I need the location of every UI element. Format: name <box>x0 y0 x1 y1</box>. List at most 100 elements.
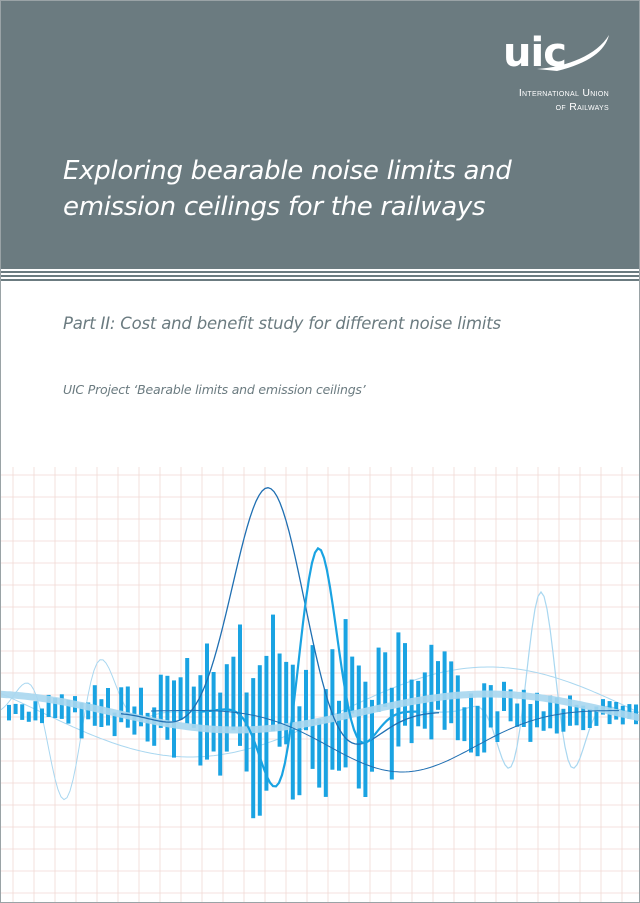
wave-bar <box>284 661 289 745</box>
wave-bar <box>198 675 203 766</box>
wave-bar <box>40 708 44 724</box>
wave-bar <box>231 656 236 731</box>
wave-bar <box>535 692 539 728</box>
wave-bar <box>488 685 493 728</box>
header-band: uic International Union of Railways Expl… <box>1 1 639 269</box>
wave-bar <box>356 665 361 789</box>
wave-bar <box>119 687 124 723</box>
wave-bar <box>66 700 71 724</box>
wave-bar <box>257 665 262 816</box>
report-title-line-1: Exploring bearable noise limits and <box>63 156 512 186</box>
wave-bar <box>515 703 520 727</box>
wave-bar <box>112 712 117 737</box>
wave-bar <box>20 704 25 720</box>
wave-bar <box>290 664 295 800</box>
project-name: UIC Project ‘Bearable limits and emissio… <box>63 382 366 397</box>
logo-text-line-1: International Union <box>518 87 609 99</box>
wave-bar <box>165 675 170 740</box>
wave-bar <box>271 614 275 732</box>
wave-bar <box>389 687 394 780</box>
wave-bar <box>33 701 38 721</box>
wave-bar <box>158 674 163 728</box>
wave-bar <box>436 661 440 710</box>
wave-bar <box>521 689 526 727</box>
wave-bar <box>238 624 242 746</box>
wave-bar <box>429 644 434 740</box>
stripe <box>1 271 639 273</box>
wave-bar <box>561 708 566 732</box>
center-wave <box>1 690 639 734</box>
wave-bar <box>205 643 209 760</box>
wave-bar <box>251 678 256 819</box>
wave-bar <box>59 694 64 719</box>
wave-line <box>120 487 440 745</box>
wave-bar <box>277 653 282 747</box>
wave-bar <box>469 693 473 753</box>
wave-bar <box>211 672 216 752</box>
wave-bar <box>152 707 157 746</box>
wave-bar <box>125 686 130 728</box>
wave-bar <box>218 692 223 776</box>
wave-bar <box>26 711 31 722</box>
report-title-line-2: emission ceilings for the railways <box>63 192 486 222</box>
report-subtitle: Part II: Cost and benefit study for diff… <box>63 314 501 333</box>
wave-bar <box>363 681 368 797</box>
stripe <box>1 279 639 281</box>
wave-bar <box>587 709 592 728</box>
wave-bar <box>172 680 176 758</box>
wave-bar <box>449 661 454 724</box>
wave-bar <box>396 632 401 747</box>
wave-bar <box>455 675 460 741</box>
stripe <box>1 275 639 277</box>
wave-bar <box>508 689 513 722</box>
logo-swoosh-icon <box>537 35 609 71</box>
wave-bar <box>568 695 572 726</box>
sound-wave-graphic <box>1 467 639 902</box>
logo-text-line-2: of Railways <box>555 101 609 113</box>
wave-line <box>151 709 619 773</box>
wave-bar <box>541 711 546 731</box>
wave-bar <box>13 703 18 714</box>
wave-bar <box>403 643 407 726</box>
wave-bar <box>627 704 632 719</box>
report-title: Exploring bearable noise limits and emis… <box>63 153 603 225</box>
wave-bar <box>581 705 586 731</box>
logo-wordmark: uic <box>503 30 567 76</box>
wave-bar <box>337 700 341 771</box>
wave-bar <box>548 695 553 729</box>
wave-bar <box>178 677 183 720</box>
wave-bar <box>482 683 487 753</box>
wave-bar <box>79 702 84 739</box>
wave-bar <box>574 704 579 726</box>
uic-logo: uic International Union of Railways <box>425 29 625 119</box>
wave-bar <box>86 702 91 720</box>
wave-bar <box>317 718 322 788</box>
header-stripes <box>1 269 639 285</box>
wave-bar <box>323 689 328 797</box>
wave-bar <box>304 669 308 731</box>
wave-bar <box>350 656 355 714</box>
wave-bar <box>495 711 500 742</box>
wave-bar <box>224 664 229 752</box>
wave-bar <box>594 706 599 726</box>
wave-bar <box>462 707 467 742</box>
wave-bar <box>297 706 302 796</box>
wave-bar <box>376 647 381 712</box>
wave-bar <box>7 704 11 721</box>
wave-bar <box>442 651 447 730</box>
wave-bar <box>185 658 190 724</box>
wave-bar <box>554 697 559 734</box>
wave-bar <box>139 687 143 727</box>
wave-bar <box>370 699 374 772</box>
wave-bar <box>106 688 110 726</box>
wave-bar <box>53 698 58 719</box>
wave-bar <box>330 649 335 770</box>
wave-bar <box>310 645 315 769</box>
wave-bar <box>264 655 269 791</box>
wave-bar <box>383 652 388 707</box>
wave-bar <box>528 704 533 742</box>
wave-bar <box>145 712 150 742</box>
wave-bar <box>46 694 51 717</box>
wave-bar <box>475 705 480 757</box>
